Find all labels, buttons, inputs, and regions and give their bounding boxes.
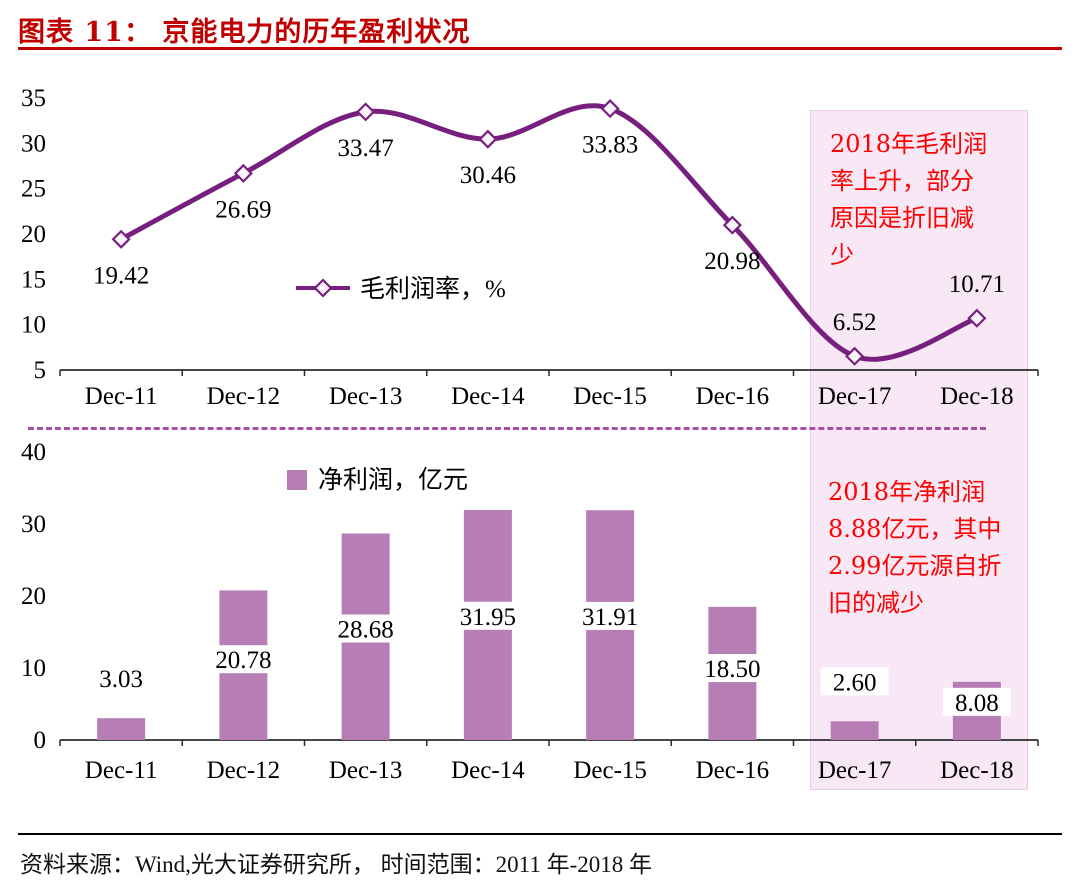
x-axis-label: Dec-17 — [818, 757, 892, 784]
annotation-net-profit: 2018年净利润 8.88亿元，其中 2.99亿元源自折 旧的减少 — [828, 478, 1002, 617]
bar-label-bg — [820, 667, 889, 696]
figure-title: 图表 11： 京能电力的历年盈利状况 — [18, 17, 471, 48]
x-axis-label: Dec-15 — [573, 757, 647, 784]
legend-label: 净利润，亿元 — [318, 466, 468, 494]
dashed-divider — [28, 427, 986, 430]
x-axis-label: Dec-13 — [329, 757, 403, 784]
annotation-gross-margin: 2018年毛利润 率上升，部分 原因是折旧减 少 — [830, 130, 988, 269]
y-axis-label: 20 — [21, 221, 46, 248]
bar-label-bg — [331, 614, 400, 643]
y-axis-label: 10 — [21, 312, 46, 339]
legend-swatch — [287, 470, 307, 490]
point-label: 33.83 — [582, 132, 638, 159]
diamond-marker — [356, 102, 376, 122]
y-axis-label: 30 — [21, 511, 46, 538]
x-axis-label: Dec-11 — [85, 383, 158, 410]
diamond-marker — [313, 278, 333, 298]
bar-label: 8.08 — [955, 690, 999, 717]
bar-label-bg — [576, 601, 645, 630]
diamond-marker — [967, 308, 987, 328]
y-axis-label: 0 — [34, 727, 47, 754]
point-label: 20.98 — [704, 248, 760, 275]
x-axis-label: Dec-11 — [85, 757, 158, 784]
point-label: 30.46 — [460, 162, 516, 189]
gross-margin-line-chart: 5 10 15 20 25 30 35 Dec-11 Dec-12 Dec-13 Dec-14 Dec… — [21, 85, 1039, 410]
x-axis-label: Dec-18 — [940, 757, 1014, 784]
net-profit-bar-chart: 0 10 20 30 40 Dec-11 Dec-12 Dec-13 Dec-14 Dec-15 D… — [21, 440, 1039, 784]
bar — [97, 718, 146, 740]
title-underline — [18, 47, 1062, 50]
y-axis-label: 20 — [21, 583, 46, 610]
x-axis-label: Dec-14 — [451, 383, 525, 410]
bar-label: 31.95 — [460, 604, 516, 631]
x-axis-label: Dec-16 — [696, 757, 770, 784]
point-label: 6.52 — [833, 309, 877, 336]
source-note: 资料来源：Wind,光大证券研究所， 时间范围：2011 年-2018 年 — [20, 852, 652, 877]
bar-label: 31.91 — [582, 604, 638, 631]
bar-label-bg — [453, 601, 522, 630]
y-axis-label: 10 — [21, 655, 46, 682]
bar-label-bg — [698, 654, 767, 683]
x-axis-label: Dec-18 — [940, 383, 1014, 410]
diamond-marker — [111, 229, 131, 249]
x-axis-label: Dec-15 — [573, 383, 647, 410]
y-axis-label: 35 — [21, 85, 46, 112]
diamond-marker — [478, 129, 498, 149]
diamond-marker — [233, 163, 253, 183]
point-label: 33.47 — [338, 135, 394, 162]
bar-label-bg — [209, 645, 278, 674]
diamond-marker — [722, 215, 742, 235]
bar — [830, 721, 879, 740]
bar-label: 2.60 — [833, 669, 877, 696]
bar-label: 18.50 — [704, 656, 760, 683]
x-axis-label: Dec-12 — [207, 757, 281, 784]
x-axis-label: Dec-16 — [696, 383, 770, 410]
y-axis-label: 30 — [21, 130, 46, 157]
bar-label-bg — [942, 687, 1011, 716]
y-axis-label: 40 — [21, 440, 46, 466]
bar-label-bg — [87, 664, 156, 693]
gross-margin-line — [118, 103, 980, 362]
y-axis-label: 25 — [21, 176, 46, 203]
x-axis-label: Dec-13 — [329, 383, 403, 410]
bar-label: 20.78 — [215, 647, 271, 674]
point-label: 19.42 — [93, 262, 149, 289]
y-axis-label: 5 — [34, 357, 47, 384]
x-axis-label: Dec-17 — [818, 383, 892, 410]
bar-label: 3.03 — [99, 666, 143, 693]
bar-label: 28.68 — [338, 616, 394, 643]
diamond-marker — [845, 346, 865, 366]
point-label: 10.71 — [949, 271, 1005, 298]
point-label: 26.69 — [215, 196, 271, 223]
diamond-marker — [600, 99, 620, 119]
x-axis-label: Dec-14 — [451, 757, 525, 784]
footer-rule — [18, 833, 1062, 835]
legend-label: 毛利润率，% — [360, 275, 506, 303]
x-axis-label: Dec-12 — [207, 383, 281, 410]
y-axis-label: 15 — [21, 266, 46, 293]
